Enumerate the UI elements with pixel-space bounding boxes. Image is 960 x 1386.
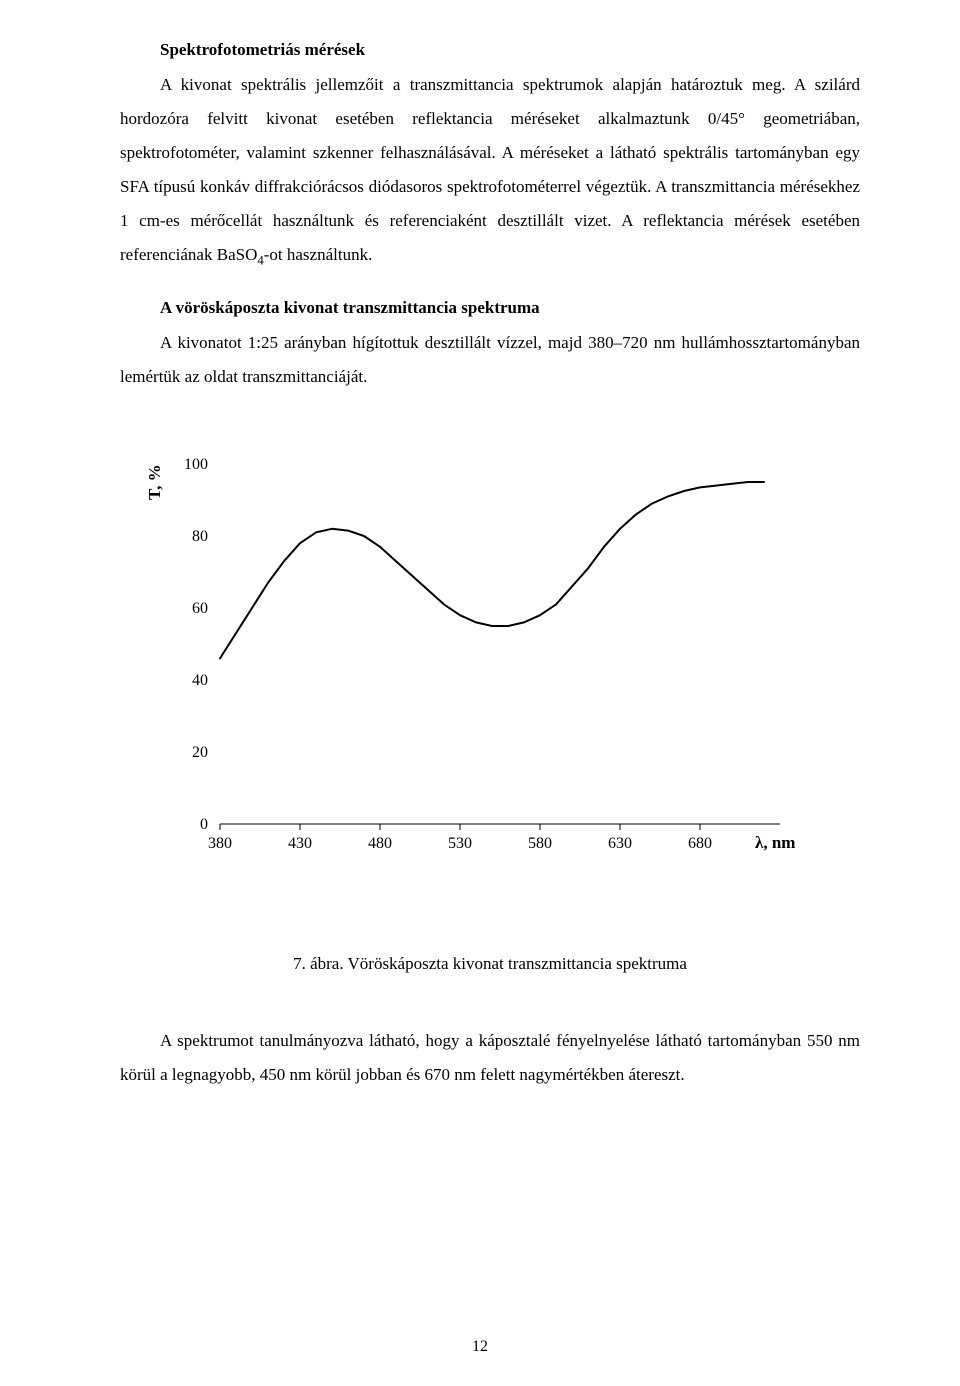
paragraph-text: A kivonat spektrális jellemzőit a transz… [120, 68, 860, 274]
svg-text:480: 480 [368, 835, 392, 852]
svg-text:530: 530 [448, 835, 472, 852]
svg-text:680: 680 [688, 835, 712, 852]
paragraph-text: A spektrumot tanulmányozva látható, hogy… [120, 1024, 860, 1092]
svg-text:λ, nm: λ, nm [755, 833, 795, 852]
svg-text:80: 80 [192, 528, 208, 545]
paragraph-text: A kivonatot 1:25 arányban hígítottuk des… [120, 326, 860, 394]
figure-caption: 7. ábra. Vöröskáposzta kivonat transzmit… [120, 954, 860, 974]
svg-text:380: 380 [208, 835, 232, 852]
para1-main: A kivonat spektrális jellemzőit a transz… [120, 75, 860, 264]
transmittance-chart: 380 430 480 530 580 630 680 λ, nm 0 20 40 60 80 100 T,… [120, 444, 860, 884]
page-number: 12 [0, 1338, 960, 1356]
svg-text:T, %: T, % [145, 464, 164, 500]
subsection-heading: A vöröskáposzta kivonat transzmittancia … [120, 298, 860, 318]
section-heading: Spektrofotometriás mérések [120, 40, 860, 60]
para1-tail: -ot használtunk. [264, 245, 373, 264]
svg-text:0: 0 [200, 816, 208, 833]
svg-text:430: 430 [288, 835, 312, 852]
svg-text:100: 100 [184, 456, 208, 473]
svg-text:40: 40 [192, 672, 208, 689]
svg-text:580: 580 [528, 835, 552, 852]
svg-text:60: 60 [192, 600, 208, 617]
svg-text:630: 630 [608, 835, 632, 852]
svg-text:20: 20 [192, 744, 208, 761]
